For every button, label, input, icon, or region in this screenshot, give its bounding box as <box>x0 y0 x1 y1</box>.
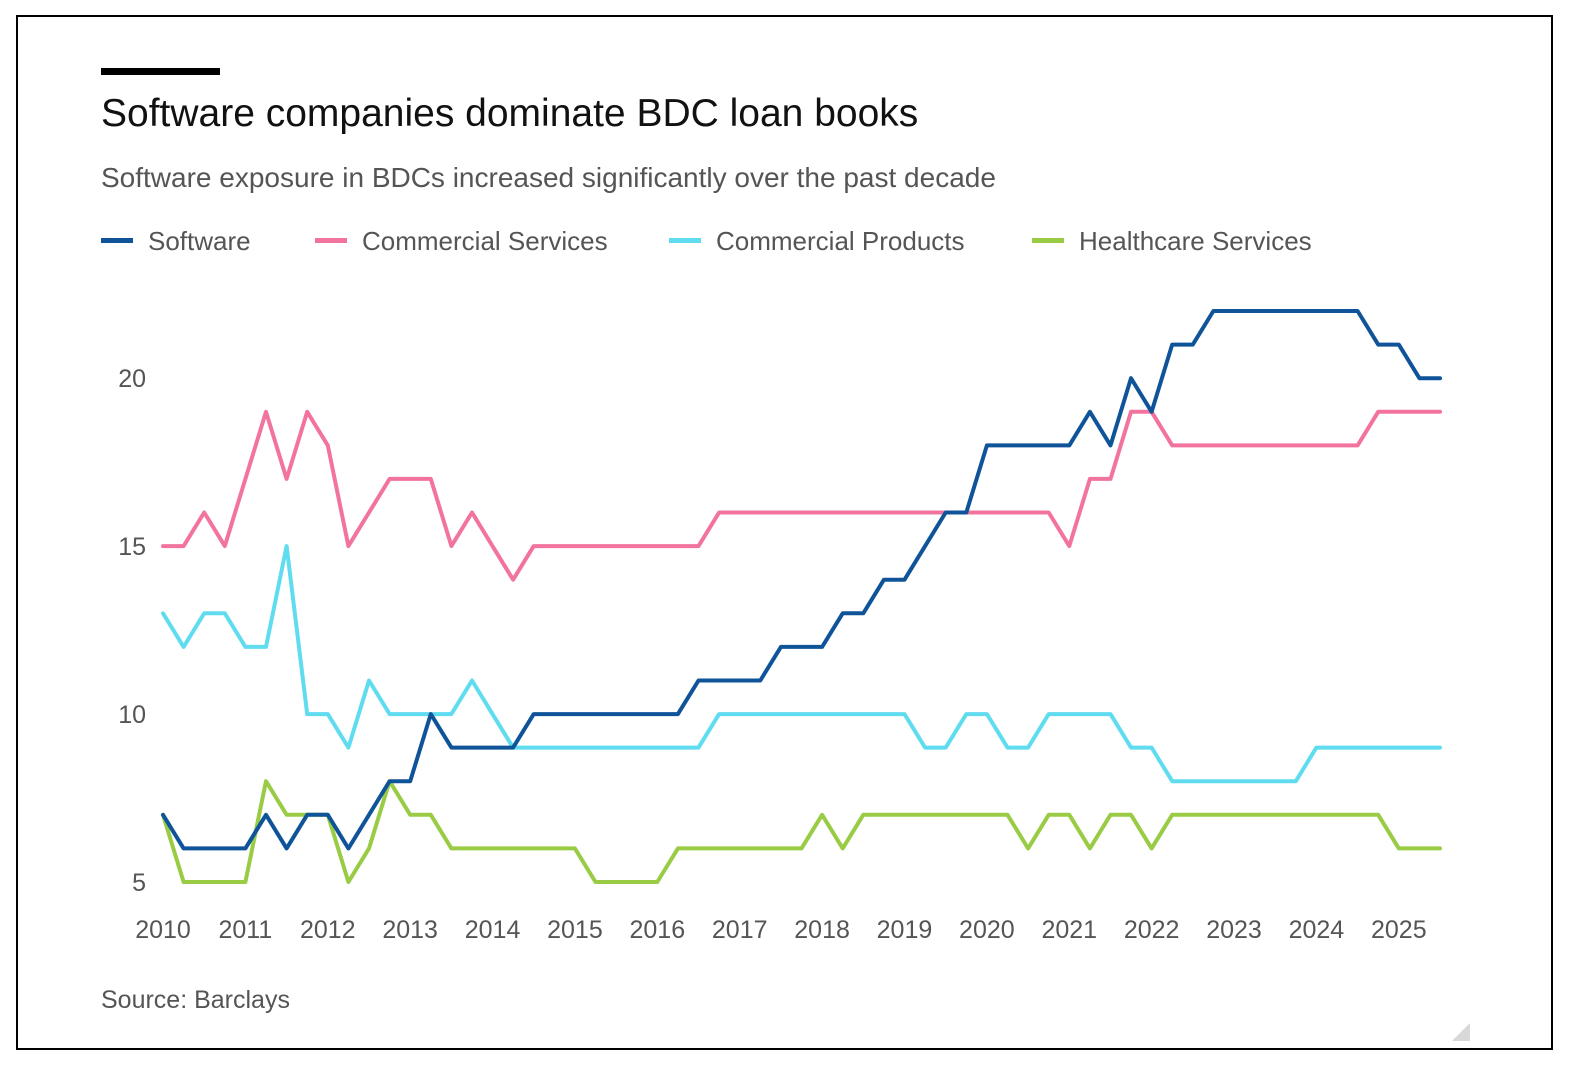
legend-swatch-software <box>101 238 133 243</box>
y-tick-label: 10 <box>118 701 146 729</box>
x-tick-label: 2020 <box>959 916 1015 944</box>
x-tick-label: 2013 <box>382 916 438 944</box>
y-axis-ticks: 5 10 15 20 <box>118 365 146 897</box>
x-tick-label: 2023 <box>1206 916 1262 944</box>
x-tick-label: 2018 <box>794 916 850 944</box>
series-line-commercial-services <box>161 409 1442 582</box>
legend-label-commercial-products: Commercial Products <box>716 226 965 256</box>
title-accent-bar <box>101 68 220 75</box>
source-note: Source: Barclays <box>101 986 290 1014</box>
x-tick-label: 2010 <box>135 916 191 944</box>
corner-fold-mark <box>1452 1023 1470 1041</box>
legend-label-commercial-services: Commercial Services <box>362 226 608 256</box>
series-line-healthcare-services <box>161 779 1442 884</box>
chart-frame <box>16 15 1553 1050</box>
x-tick-label: 2015 <box>547 916 603 944</box>
y-tick-label: 15 <box>118 533 146 561</box>
x-tick-label: 2017 <box>712 916 768 944</box>
x-tick-label: 2025 <box>1371 916 1427 944</box>
legend-label-healthcare-services: Healthcare Services <box>1079 226 1312 256</box>
series-line-commercial-products <box>161 544 1442 784</box>
x-tick-label: 2022 <box>1124 916 1180 944</box>
legend-swatch-commercial-services <box>315 238 347 243</box>
series-lines <box>161 309 1442 884</box>
chart-title: Software companies dominate BDC loan boo… <box>101 92 919 135</box>
series-line-software <box>161 309 1442 851</box>
y-tick-label: 20 <box>118 365 146 393</box>
legend-swatch-commercial-products <box>669 238 701 243</box>
legend-label-software: Software <box>148 226 251 256</box>
legend-swatch-healthcare-services <box>1032 238 1064 243</box>
x-tick-label: 2016 <box>630 916 686 944</box>
x-tick-label: 2012 <box>300 916 356 944</box>
x-tick-label: 2024 <box>1289 916 1345 944</box>
x-tick-label: 2021 <box>1041 916 1097 944</box>
x-axis-ticks: 2010 2011 2012 2013 2014 2015 2016 2017 2018 2019… <box>135 916 1426 944</box>
x-tick-label: 2011 <box>219 916 273 944</box>
y-tick-label: 5 <box>132 869 146 897</box>
x-tick-label: 2014 <box>465 916 521 944</box>
chart-subtitle: Software exposure in BDCs increased sign… <box>101 162 996 193</box>
x-tick-label: 2019 <box>877 916 933 944</box>
